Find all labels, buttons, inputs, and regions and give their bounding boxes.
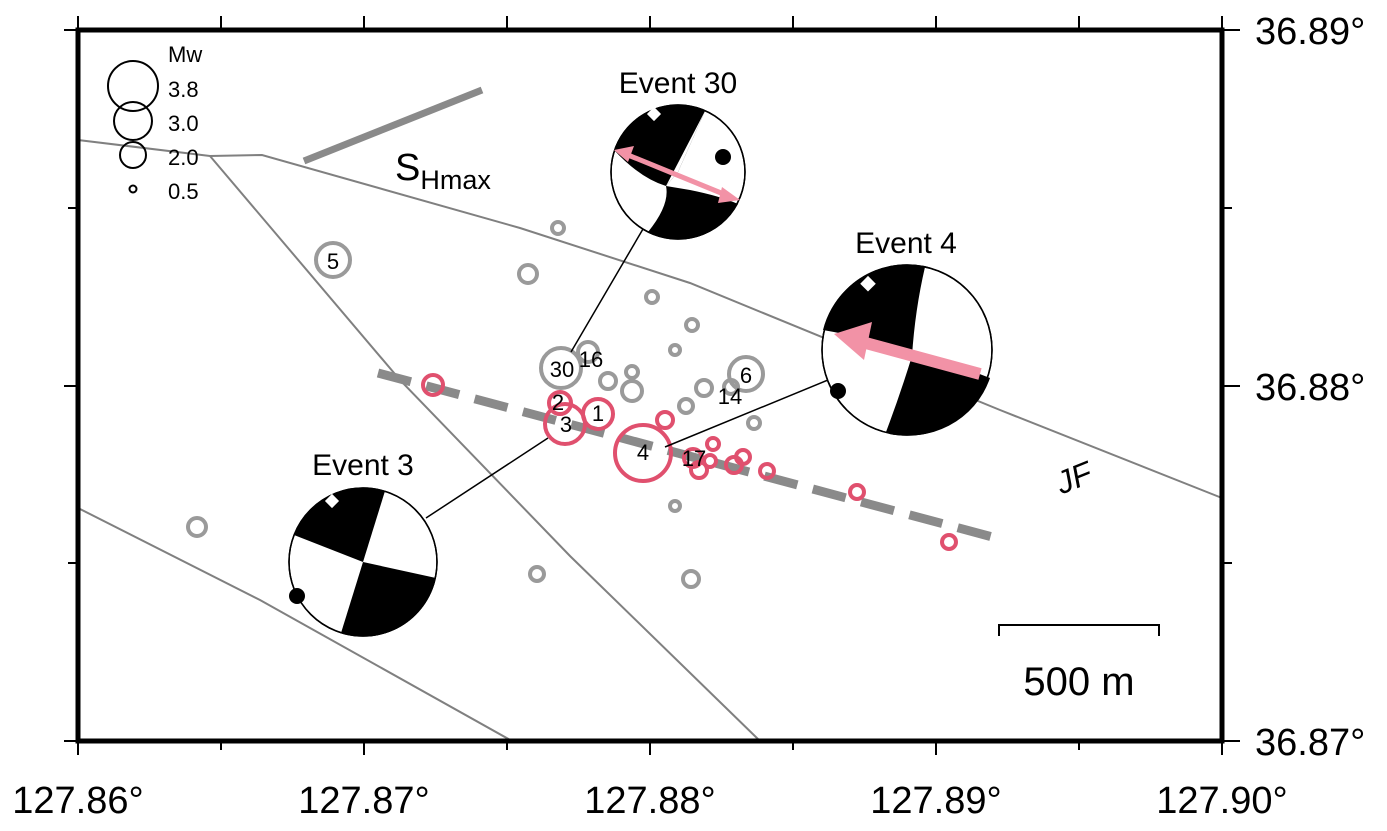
seismicity-trend-line xyxy=(376,368,1002,544)
y-tick-label: 36.88° xyxy=(1255,367,1365,409)
fault-lines xyxy=(77,139,1223,742)
x-tick-label: 127.90° xyxy=(1156,780,1287,822)
shmax-arrow-head xyxy=(718,187,740,203)
x-tick-label: 127.86° xyxy=(12,780,143,822)
quake-label: 30 xyxy=(550,357,574,382)
legend-circle-0.5 xyxy=(128,184,138,194)
legend-label: 3.8 xyxy=(168,77,199,102)
t-axis-marker xyxy=(860,275,876,292)
scale-bar: 500 m xyxy=(998,624,1160,704)
quake-1 xyxy=(581,397,615,431)
quake-label: 5 xyxy=(327,249,339,274)
quake xyxy=(528,565,546,583)
p-axis-marker xyxy=(830,383,846,399)
beachball-event-3 xyxy=(288,487,438,637)
magnitude-legend: Mw 3.8 3.0 2.0 0.5 xyxy=(107,42,202,204)
quake-5 xyxy=(314,241,352,279)
connector-event-30 xyxy=(570,228,644,353)
legend-circle-3.8 xyxy=(107,60,159,112)
quake-30 xyxy=(539,346,583,390)
quake-label: 3 xyxy=(560,412,572,437)
quake xyxy=(517,263,539,285)
quake xyxy=(624,364,640,380)
fault-label: JF xyxy=(1050,454,1100,502)
quake xyxy=(681,569,701,589)
quake-16 xyxy=(576,340,600,364)
shmax-label: SHmax xyxy=(395,147,491,195)
quake xyxy=(620,379,644,403)
connector-event-4 xyxy=(664,379,829,448)
quake-label: 6 xyxy=(740,363,752,388)
quake-label: 17 xyxy=(682,446,706,471)
gray-earthquakes xyxy=(186,220,765,589)
quake-4 xyxy=(613,423,673,483)
shmax-arrow-head xyxy=(614,146,634,162)
quake xyxy=(694,378,714,398)
fault-line-central xyxy=(209,155,761,742)
quake-labels: 5 30 16 6 14 2 3 1 4 17 xyxy=(327,249,752,471)
scale-bar-label: 500 m xyxy=(1023,660,1134,704)
x-tick-label: 127.88° xyxy=(584,780,715,822)
quake xyxy=(598,371,618,391)
quake xyxy=(848,483,866,501)
quake xyxy=(746,415,762,431)
shmax-direction-bar xyxy=(302,86,484,165)
x-tick-labels: 127.86° 127.87° 127.88° 127.89° 127.90° xyxy=(12,780,1287,822)
event-label: Event 30 xyxy=(619,67,737,100)
quake xyxy=(677,397,695,415)
p-axis-marker xyxy=(289,588,305,604)
beachball-event-4 xyxy=(821,264,993,436)
quake xyxy=(668,499,682,513)
quake xyxy=(689,460,709,480)
quake xyxy=(940,533,958,551)
legend-label: 3.0 xyxy=(168,111,199,136)
quake xyxy=(186,516,208,538)
quake xyxy=(684,317,700,333)
event-connectors xyxy=(425,228,829,519)
legend-circle-2.0 xyxy=(119,141,147,169)
fault-line-south xyxy=(77,507,513,742)
quake-14 xyxy=(722,378,740,396)
legend-circle-3.0 xyxy=(113,101,153,141)
shmax-arrow-shaft xyxy=(627,152,727,198)
x-tick-label: 127.87° xyxy=(298,780,429,822)
quake xyxy=(655,410,675,430)
event-label: Event 3 xyxy=(312,449,414,482)
legend-title: Mw xyxy=(168,42,202,67)
legend-label: 2.0 xyxy=(168,145,199,170)
beachball-compression-quadrant xyxy=(294,487,385,562)
event-label: Event 4 xyxy=(855,227,957,260)
shmax-arrow-shaft xyxy=(860,336,982,380)
legend-label: 0.5 xyxy=(168,179,199,204)
quake-label: 1 xyxy=(592,401,604,426)
y-tick-labels: 36.89° 36.88° 36.87° xyxy=(1255,11,1365,764)
quake xyxy=(550,220,566,236)
quake-label: 16 xyxy=(579,347,603,372)
beachball-event-30 xyxy=(610,104,746,240)
x-tick-label: 127.89° xyxy=(870,780,1001,822)
quake xyxy=(734,448,752,466)
quake xyxy=(644,289,660,305)
quake xyxy=(758,462,776,480)
shmax-arrow-head xyxy=(834,322,872,360)
t-axis-marker xyxy=(646,106,662,122)
quake-6 xyxy=(727,355,765,393)
quake-label: 14 xyxy=(718,384,742,409)
axis-ticks xyxy=(64,16,1240,755)
quake xyxy=(421,373,445,397)
y-tick-label: 36.87° xyxy=(1255,722,1365,764)
p-axis-marker xyxy=(715,149,731,165)
quake xyxy=(668,343,682,357)
y-tick-label: 36.89° xyxy=(1255,11,1365,53)
red-earthquakes xyxy=(421,373,958,551)
connector-event-3 xyxy=(425,437,549,519)
quake-label: 2 xyxy=(552,390,564,415)
beachball-compression-quadrant xyxy=(648,186,738,240)
quake-label: 4 xyxy=(637,440,649,465)
t-axis-marker xyxy=(324,493,340,509)
quake xyxy=(705,436,721,452)
quake xyxy=(702,453,718,469)
